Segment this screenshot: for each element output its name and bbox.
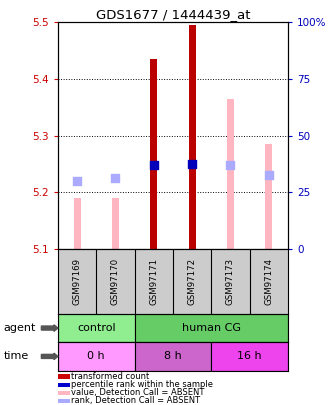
Text: 16 h: 16 h — [237, 352, 262, 361]
Bar — [58, 342, 135, 371]
Bar — [135, 342, 211, 371]
Text: GSM97169: GSM97169 — [72, 258, 82, 305]
Bar — [73, 198, 80, 249]
Text: 0 h: 0 h — [87, 352, 105, 361]
Text: human CG: human CG — [182, 323, 241, 333]
Title: GDS1677 / 1444439_at: GDS1677 / 1444439_at — [96, 8, 250, 21]
Bar — [58, 314, 135, 342]
Text: percentile rank within the sample: percentile rank within the sample — [71, 380, 213, 389]
Text: GSM97170: GSM97170 — [111, 258, 120, 305]
Text: transformed count: transformed count — [71, 372, 149, 381]
Point — [266, 172, 271, 179]
Point — [113, 175, 118, 181]
Bar — [211, 342, 288, 371]
Bar — [112, 198, 119, 249]
Point — [74, 178, 80, 184]
Bar — [135, 314, 288, 342]
Text: agent: agent — [3, 323, 36, 333]
Bar — [150, 59, 157, 249]
Text: rank, Detection Call = ABSENT: rank, Detection Call = ABSENT — [71, 396, 200, 405]
Text: time: time — [3, 352, 28, 361]
Text: GSM97172: GSM97172 — [188, 258, 197, 305]
Text: control: control — [77, 323, 116, 333]
Bar — [227, 99, 234, 249]
Point — [228, 162, 233, 168]
Text: value, Detection Call = ABSENT: value, Detection Call = ABSENT — [71, 388, 205, 397]
Text: GSM97171: GSM97171 — [149, 258, 158, 305]
Text: GSM97173: GSM97173 — [226, 258, 235, 305]
Point — [151, 162, 157, 168]
Bar — [189, 25, 196, 249]
Bar — [265, 144, 272, 249]
Text: 8 h: 8 h — [164, 352, 182, 361]
Text: GSM97174: GSM97174 — [264, 258, 273, 305]
Point — [189, 161, 195, 167]
